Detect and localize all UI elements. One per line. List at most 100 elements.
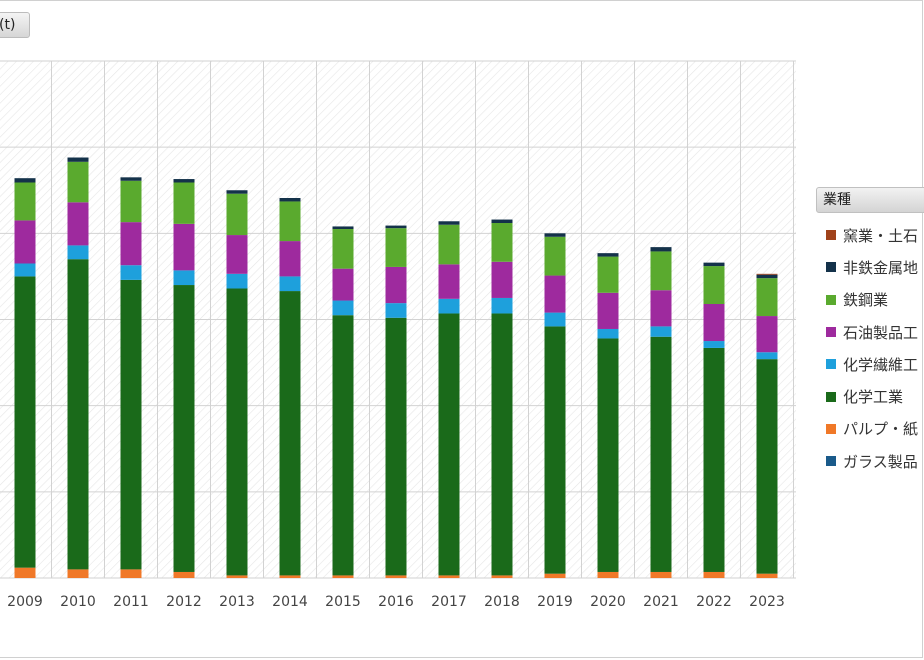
legend-swatch	[826, 359, 836, 370]
bar-segment[interactable]	[756, 274, 778, 279]
bar-segment[interactable]	[438, 221, 460, 225]
bar-segment[interactable]	[226, 575, 248, 578]
bar-segment[interactable]	[650, 336, 672, 572]
bar-segment[interactable]	[438, 298, 460, 314]
bar-segment[interactable]	[332, 229, 354, 269]
bar-segment[interactable]	[332, 300, 354, 316]
bar-segment[interactable]	[279, 201, 301, 242]
bar-segment[interactable]	[544, 233, 566, 237]
bar-segment[interactable]	[120, 180, 142, 223]
bar-segment[interactable]	[332, 575, 354, 578]
bar-segment[interactable]	[332, 315, 354, 576]
bar-segment[interactable]	[491, 261, 513, 298]
bar-segment[interactable]	[173, 179, 195, 183]
bar-segment[interactable]	[491, 219, 513, 223]
bar-segment[interactable]	[279, 241, 301, 277]
legend-item[interactable]: 石油製品工	[826, 316, 918, 348]
bar-segment[interactable]	[597, 328, 619, 339]
bar-segment[interactable]	[438, 313, 460, 576]
bar-segment[interactable]	[226, 273, 248, 289]
bar-segment[interactable]	[756, 359, 778, 574]
legend-item[interactable]: 化学繊維工	[826, 348, 918, 380]
bar-segment[interactable]	[120, 569, 142, 578]
bar-segment[interactable]	[756, 352, 778, 360]
bar-segment[interactable]	[650, 326, 672, 337]
bar-segment[interactable]	[67, 202, 89, 246]
bar-segment[interactable]	[120, 265, 142, 280]
bar-segment[interactable]	[14, 182, 36, 221]
bar-segment[interactable]	[703, 341, 725, 348]
bar-segment[interactable]	[14, 178, 36, 183]
bar-segment[interactable]	[14, 263, 36, 277]
legend-item[interactable]: ガラス製品	[826, 445, 918, 477]
bar-segment[interactable]	[650, 247, 672, 252]
bar-segment[interactable]	[756, 316, 778, 353]
bar-segment[interactable]	[173, 571, 195, 578]
bar-segment[interactable]	[385, 228, 407, 267]
bar-segment[interactable]	[67, 245, 89, 260]
bar-segment[interactable]	[703, 266, 725, 304]
bar-segment[interactable]	[491, 297, 513, 314]
bar-segment[interactable]	[67, 259, 89, 570]
bar-segment[interactable]	[226, 288, 248, 576]
bar-segment[interactable]	[491, 313, 513, 576]
bar-segment[interactable]	[438, 264, 460, 299]
bar-segment[interactable]	[120, 177, 142, 181]
bar-segment[interactable]	[385, 317, 407, 576]
bar-segment[interactable]	[226, 193, 248, 236]
bar-segment[interactable]	[597, 571, 619, 578]
legend-item[interactable]: 化学工業	[826, 380, 918, 412]
legend-item[interactable]: 鉄鋼業	[826, 284, 918, 316]
bar-segment[interactable]	[67, 157, 89, 162]
bar-segment[interactable]	[703, 571, 725, 578]
bar-segment[interactable]	[385, 303, 407, 318]
bar-segment[interactable]	[226, 190, 248, 194]
bar-segment[interactable]	[67, 569, 89, 578]
bar-segment[interactable]	[491, 575, 513, 578]
bar-segment[interactable]	[650, 571, 672, 578]
bar-segment[interactable]	[279, 291, 301, 576]
bar-segment[interactable]	[756, 273, 778, 275]
bar-segment[interactable]	[756, 573, 778, 578]
legend-item[interactable]: パルプ・紙	[826, 413, 918, 445]
bar-segment[interactable]	[120, 222, 142, 266]
bar-segment[interactable]	[279, 276, 301, 292]
bar-segment[interactable]	[438, 224, 460, 265]
bar-segment[interactable]	[597, 253, 619, 257]
bar-segment[interactable]	[120, 279, 142, 570]
bar-segment[interactable]	[703, 303, 725, 342]
bar-segment[interactable]	[756, 278, 778, 317]
legend-item[interactable]: 非鉄金属地	[826, 251, 918, 283]
bar-segment[interactable]	[67, 161, 89, 203]
bar-segment[interactable]	[650, 290, 672, 327]
bar-segment[interactable]	[703, 347, 725, 572]
bar-segment[interactable]	[279, 198, 301, 202]
bar-segment[interactable]	[544, 326, 566, 574]
bar-segment[interactable]	[438, 575, 460, 578]
bar-segment[interactable]	[597, 256, 619, 293]
bar-segment[interactable]	[597, 338, 619, 572]
bar-segment[interactable]	[544, 236, 566, 276]
bar-segment[interactable]	[385, 266, 407, 304]
bar-segment[interactable]	[544, 275, 566, 313]
bar-segment[interactable]	[173, 270, 195, 286]
bar-segment[interactable]	[173, 182, 195, 224]
bar-segment[interactable]	[332, 268, 354, 301]
bar-segment[interactable]	[279, 575, 301, 578]
bar-segment[interactable]	[650, 251, 672, 291]
bar-segment[interactable]	[491, 222, 513, 262]
bar-segment[interactable]	[385, 225, 407, 229]
bar-segment[interactable]	[14, 276, 36, 568]
bar-segment[interactable]	[544, 573, 566, 578]
bar-segment[interactable]	[173, 285, 195, 572]
bar-segment[interactable]	[173, 223, 195, 271]
bar-segment[interactable]	[385, 575, 407, 578]
bar-segment[interactable]	[332, 226, 354, 230]
bar-segment[interactable]	[14, 567, 36, 578]
legend-item[interactable]: 窯業・土石	[826, 219, 918, 251]
bar-segment[interactable]	[226, 235, 248, 274]
bar-segment[interactable]	[703, 262, 725, 267]
bar-segment[interactable]	[597, 292, 619, 329]
bar-segment[interactable]	[544, 312, 566, 327]
bar-segment[interactable]	[14, 220, 36, 264]
